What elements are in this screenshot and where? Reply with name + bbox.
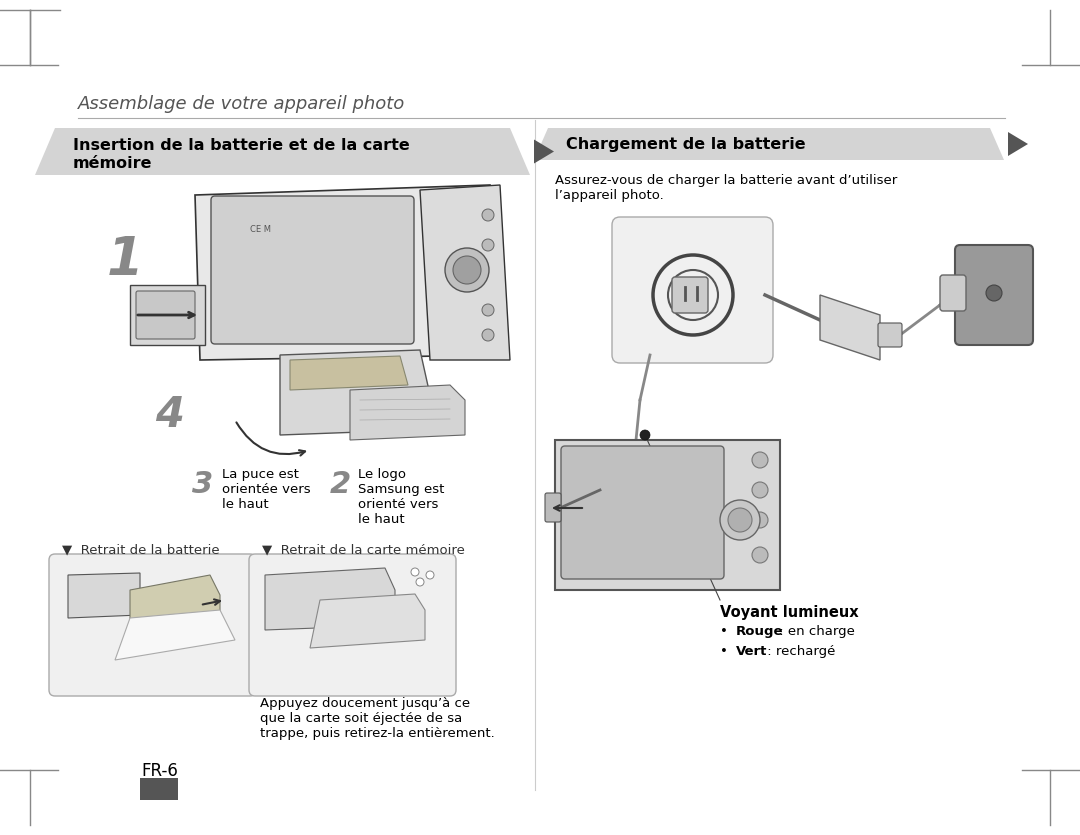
- Polygon shape: [130, 575, 220, 625]
- FancyBboxPatch shape: [940, 275, 966, 311]
- Circle shape: [640, 430, 650, 440]
- Polygon shape: [114, 610, 235, 660]
- Circle shape: [720, 500, 760, 540]
- Polygon shape: [1008, 132, 1028, 156]
- FancyBboxPatch shape: [561, 446, 724, 579]
- Text: ▼  Retrait de la batterie: ▼ Retrait de la batterie: [62, 543, 219, 556]
- Circle shape: [426, 571, 434, 579]
- Text: Assemblage de votre appareil photo: Assemblage de votre appareil photo: [78, 95, 405, 113]
- Polygon shape: [265, 568, 395, 630]
- Text: CE M: CE M: [249, 225, 271, 234]
- Circle shape: [752, 482, 768, 498]
- FancyBboxPatch shape: [672, 277, 708, 313]
- FancyBboxPatch shape: [136, 291, 195, 339]
- Polygon shape: [820, 295, 880, 360]
- Circle shape: [445, 248, 489, 292]
- Text: 4: 4: [156, 394, 184, 436]
- Circle shape: [482, 329, 494, 341]
- Text: Assurez-vous de charger la batterie avant d’utiliser
l’appareil photo.: Assurez-vous de charger la batterie avan…: [555, 174, 897, 202]
- Circle shape: [411, 568, 419, 576]
- Text: : en charge: : en charge: [775, 625, 855, 638]
- FancyBboxPatch shape: [545, 493, 561, 522]
- Polygon shape: [291, 356, 408, 390]
- Polygon shape: [35, 128, 530, 175]
- Polygon shape: [420, 185, 510, 360]
- Text: 3: 3: [192, 470, 213, 499]
- Polygon shape: [534, 128, 1004, 160]
- Text: •: •: [720, 645, 728, 658]
- Circle shape: [482, 239, 494, 251]
- Text: Appuyez doucement jusqu’à ce
que la carte soit éjectée de sa
trappe, puis retire: Appuyez doucement jusqu’à ce que la cart…: [260, 697, 495, 740]
- Circle shape: [416, 578, 424, 586]
- Circle shape: [482, 304, 494, 316]
- Circle shape: [728, 508, 752, 532]
- Text: Chargement de la batterie: Chargement de la batterie: [566, 136, 806, 151]
- Circle shape: [482, 209, 494, 221]
- Text: Vert: Vert: [735, 645, 768, 658]
- Text: ▼  Retrait de la carte mémoire: ▼ Retrait de la carte mémoire: [262, 543, 464, 556]
- Text: •: •: [720, 625, 728, 638]
- Text: mémoire: mémoire: [73, 156, 152, 171]
- Circle shape: [752, 452, 768, 468]
- Polygon shape: [350, 385, 465, 440]
- Text: 1: 1: [107, 234, 144, 286]
- Text: La puce est
orientée vers
le haut: La puce est orientée vers le haut: [222, 468, 311, 511]
- FancyBboxPatch shape: [249, 554, 456, 696]
- Polygon shape: [310, 594, 426, 648]
- Circle shape: [453, 256, 481, 284]
- Polygon shape: [68, 573, 140, 618]
- Circle shape: [986, 285, 1002, 301]
- Text: Rouge: Rouge: [735, 625, 783, 638]
- Polygon shape: [555, 440, 780, 590]
- Polygon shape: [195, 185, 500, 360]
- FancyBboxPatch shape: [612, 217, 773, 363]
- Text: Le logo
Samsung est
orienté vers
le haut: Le logo Samsung est orienté vers le haut: [357, 468, 444, 526]
- FancyBboxPatch shape: [878, 323, 902, 347]
- Text: FR-6: FR-6: [141, 762, 178, 780]
- Circle shape: [752, 512, 768, 528]
- Polygon shape: [534, 139, 554, 164]
- Text: 2: 2: [330, 470, 351, 499]
- Text: Insertion de la batterie et de la carte: Insertion de la batterie et de la carte: [73, 138, 409, 153]
- Polygon shape: [130, 285, 205, 345]
- Circle shape: [752, 547, 768, 563]
- Bar: [140, 778, 178, 800]
- FancyBboxPatch shape: [211, 196, 414, 344]
- FancyBboxPatch shape: [49, 554, 256, 696]
- Polygon shape: [280, 350, 430, 435]
- Text: Voyant lumineux: Voyant lumineux: [720, 605, 859, 620]
- FancyBboxPatch shape: [955, 245, 1032, 345]
- Text: : rechargé: : rechargé: [762, 645, 835, 658]
